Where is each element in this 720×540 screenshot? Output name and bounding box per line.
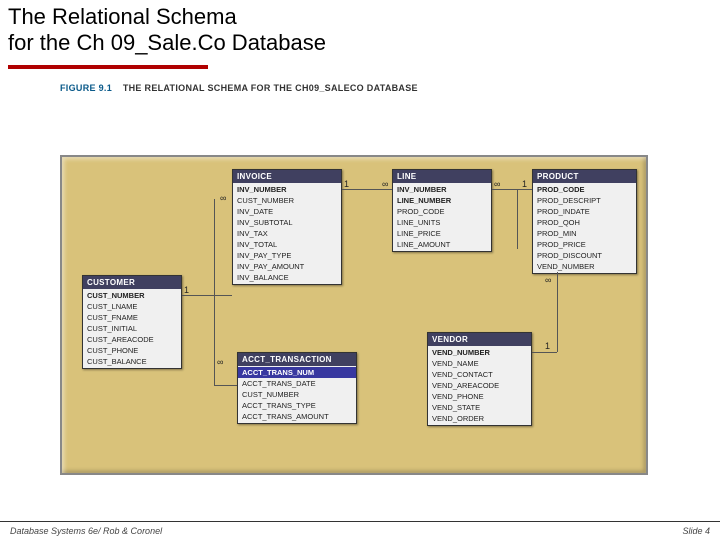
entity-attr: ACCT_TRANS_DATE: [238, 378, 356, 389]
entity-acct: ACCT_TRANSACTIONACCT_TRANS_NUMACCT_TRANS…: [237, 352, 357, 424]
entity-attr: INV_PAY_TYPE: [233, 250, 341, 261]
connector: [492, 189, 532, 190]
entity-line: LINEINV_NUMBERLINE_NUMBERPROD_CODELINE_U…: [392, 169, 492, 252]
entity-attr: VEND_NUMBER: [428, 347, 531, 358]
entity-invoice: INVOICEINV_NUMBERCUST_NUMBERINV_DATEINV_…: [232, 169, 342, 285]
entity-attr: CUST_INITIAL: [83, 323, 181, 334]
entity-attr: ACCT_TRANS_NUM: [238, 367, 356, 378]
footer-left: Database Systems 6e/ Rob & Coronel: [10, 526, 162, 536]
connector: [214, 199, 215, 295]
entity-attr: CUST_PHONE: [83, 345, 181, 356]
entity-attr: PROD_DISCOUNT: [533, 250, 636, 261]
entity-attr: LINE_PRICE: [393, 228, 491, 239]
entity-attr: VEND_ORDER: [428, 413, 531, 424]
entity-attr: INV_BALANCE: [233, 272, 341, 283]
entity-attr: CUST_NUMBER: [83, 290, 181, 301]
connector: [517, 189, 518, 249]
entity-attr: LINE_AMOUNT: [393, 239, 491, 250]
entity-header-invoice: INVOICE: [233, 170, 341, 183]
slide-footer: Database Systems 6e/ Rob & Coronel Slide…: [0, 521, 720, 540]
entity-customer: CUSTOMERCUST_NUMBERCUST_LNAMECUST_FNAMEC…: [82, 275, 182, 369]
cardinality-label: 1: [344, 179, 349, 189]
entity-attr: CUST_FNAME: [83, 312, 181, 323]
figure-caption: FIGURE 9.1 THE RELATIONAL SCHEMA FOR THE…: [0, 69, 720, 99]
entity-header-product: PRODUCT: [533, 170, 636, 183]
entity-attr: PROD_DESCRIPT: [533, 195, 636, 206]
entity-header-acct: ACCT_TRANSACTION: [238, 353, 356, 366]
entity-attr: CUST_AREACODE: [83, 334, 181, 345]
entity-attr: INV_TOTAL: [233, 239, 341, 250]
entity-vendor: VENDORVEND_NUMBERVEND_NAMEVEND_CONTACTVE…: [427, 332, 532, 426]
entity-header-customer: CUSTOMER: [83, 276, 181, 289]
entity-attr: VEND_NAME: [428, 358, 531, 369]
connector: [182, 295, 232, 296]
entity-attr: PROD_INDATE: [533, 206, 636, 217]
entity-attr: PROD_MIN: [533, 228, 636, 239]
cardinality-label: ∞: [217, 357, 223, 367]
cardinality-label: ∞: [220, 193, 226, 203]
cardinality-label: ∞: [494, 179, 500, 189]
entity-attr: VEND_PHONE: [428, 391, 531, 402]
connector: [342, 189, 392, 190]
entity-attr: INV_DATE: [233, 206, 341, 217]
schema-diagram: CUSTOMERCUST_NUMBERCUST_LNAMECUST_FNAMEC…: [60, 155, 648, 475]
entity-attr: INV_NUMBER: [233, 184, 341, 195]
entity-attr: CUST_NUMBER: [233, 195, 341, 206]
entity-attr: VEND_AREACODE: [428, 380, 531, 391]
entity-attr: INV_PAY_AMOUNT: [233, 261, 341, 272]
cardinality-label: ∞: [382, 179, 388, 189]
entity-attr: ACCT_TRANS_AMOUNT: [238, 411, 356, 422]
entity-header-line: LINE: [393, 170, 491, 183]
cardinality-label: 1: [184, 285, 189, 295]
entity-attr: LINE_NUMBER: [393, 195, 491, 206]
connector: [214, 385, 237, 386]
entity-attr: ACCT_TRANS_TYPE: [238, 400, 356, 411]
entity-attr: PROD_CODE: [393, 206, 491, 217]
footer-right: Slide 4: [682, 526, 710, 536]
title-line1: The Relational Schema: [8, 4, 237, 29]
entity-attr: PROD_QOH: [533, 217, 636, 228]
connector: [557, 272, 558, 352]
entity-attr: PROD_PRICE: [533, 239, 636, 250]
entity-header-vendor: VENDOR: [428, 333, 531, 346]
connector: [532, 352, 557, 353]
cardinality-label: 1: [545, 341, 550, 351]
entity-attr: CUST_NUMBER: [238, 389, 356, 400]
entity-attr: CUST_BALANCE: [83, 356, 181, 367]
title-line2: for the Ch 09_Sale.Co Database: [8, 30, 326, 55]
entity-attr: CUST_LNAME: [83, 301, 181, 312]
figure-label: FIGURE 9.1: [60, 83, 112, 93]
entity-attr: PROD_CODE: [533, 184, 636, 195]
entity-attr: VEND_CONTACT: [428, 369, 531, 380]
entity-attr: LINE_UNITS: [393, 217, 491, 228]
entity-attr: VEND_STATE: [428, 402, 531, 413]
page-title: The Relational Schema for the Ch 09_Sale…: [0, 0, 720, 59]
cardinality-label: 1: [522, 179, 527, 189]
cardinality-label: ∞: [545, 275, 551, 285]
figure-text: THE RELATIONAL SCHEMA FOR THE CH09_SALEC…: [123, 83, 418, 93]
entity-product: PRODUCTPROD_CODEPROD_DESCRIPTPROD_INDATE…: [532, 169, 637, 274]
entity-attr: INV_NUMBER: [393, 184, 491, 195]
entity-attr: INV_TAX: [233, 228, 341, 239]
entity-attr: INV_SUBTOTAL: [233, 217, 341, 228]
entity-attr: VEND_NUMBER: [533, 261, 636, 272]
connector: [214, 295, 215, 385]
